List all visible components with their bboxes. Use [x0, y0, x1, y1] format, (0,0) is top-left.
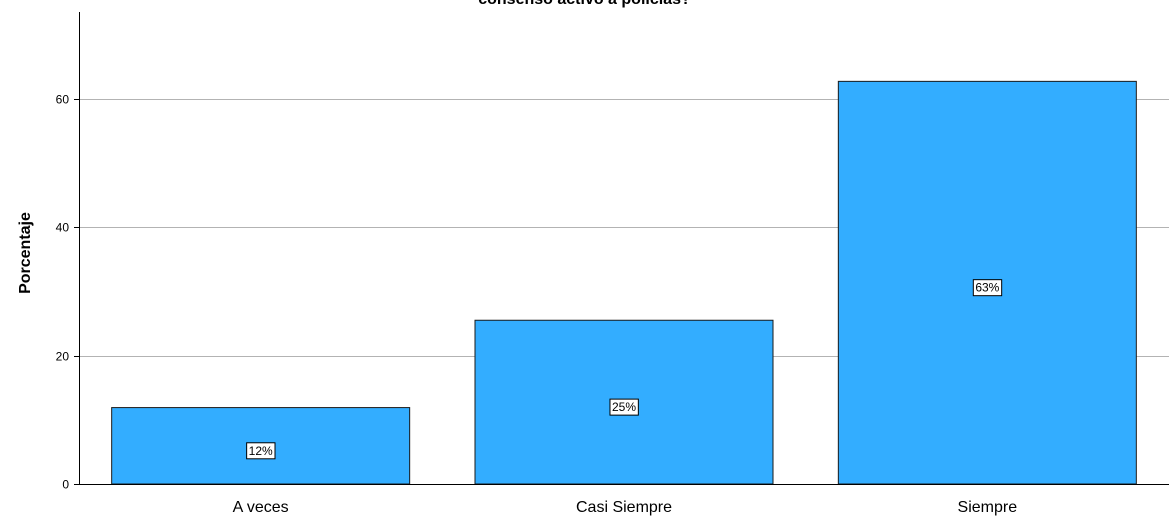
y-tick-label-0: 0 [62, 478, 69, 492]
data-label-box-casi-siempre [609, 398, 639, 416]
axes [79, 12, 1169, 485]
chart-title: consenso activo a policías? [0, 0, 1169, 9]
x-category-labels: A veces Casi Siempre Siempre [233, 499, 1018, 516]
x-tick-label-siempre: Siempre [958, 499, 1018, 516]
data-label-box-siempre [972, 279, 1003, 297]
y-tick-label-60: 60 [56, 93, 70, 107]
data-label-casi-siempre: 25% [612, 400, 636, 414]
data-label-a-veces: 12% [249, 444, 273, 458]
y-tick-labels: 0 20 40 60 [56, 93, 79, 492]
x-tick-label-a-veces: A veces [233, 499, 289, 516]
y-tick-label-20: 20 [56, 350, 70, 364]
data-labels: 12% 25% 63% [246, 279, 1003, 460]
y-tick-label-40: 40 [56, 221, 70, 235]
y-axis-title: Porcentaje [17, 212, 34, 294]
data-label-box-a-veces [246, 442, 276, 460]
data-label-siempre: 63% [975, 281, 999, 295]
x-tick-label-casi-siempre: Casi Siempre [576, 499, 672, 516]
